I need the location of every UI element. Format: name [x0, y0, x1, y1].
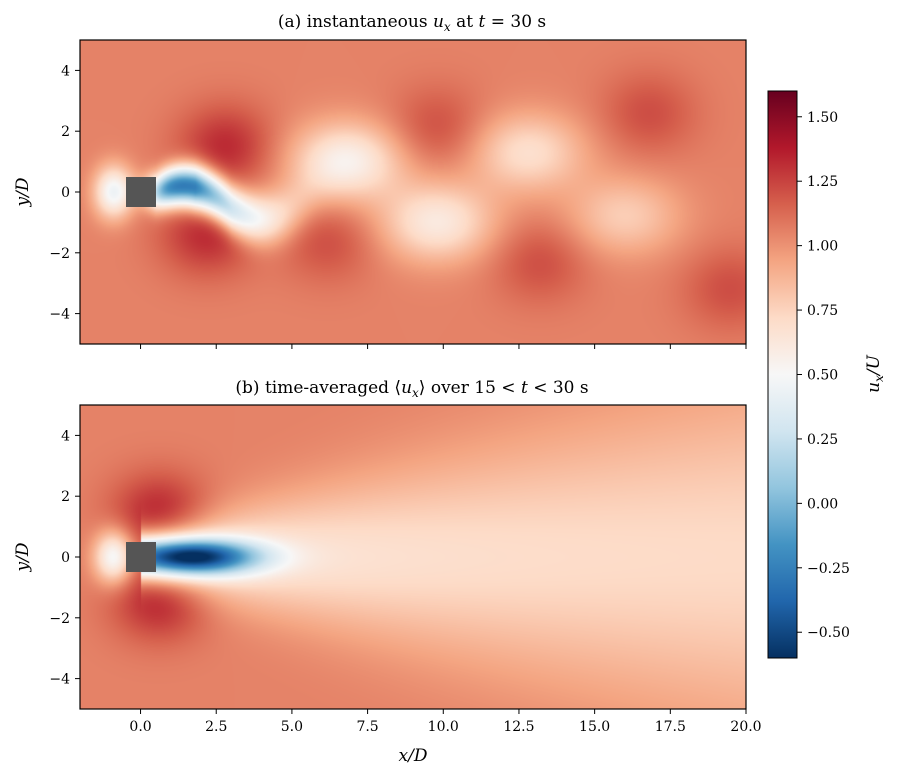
panel-b-xtick-label: 20.0 [730, 719, 761, 735]
panel-b-xtick-label: 17.5 [655, 719, 686, 735]
panel-a-ytick-label: 0 [61, 185, 70, 201]
panel-b-ytick-label: 4 [61, 428, 70, 444]
panel-a-y-axis: 4 2 0 −2 −4 [49, 63, 80, 323]
panel-a-ytick-label: −2 [49, 246, 70, 262]
panel-a-instantaneous: (a) instantaneous ux at t = 30 s 4 2 0 −2 −4… [13, 12, 747, 349]
panel-b-xtick-label: 2.5 [205, 719, 227, 735]
panel-b-xlabel: x/D [399, 746, 428, 766]
colorbar-ticks: 1.50 1.25 1.00 0.75 0.50 0.25 0.00 −0.25 −0.50 [797, 110, 850, 641]
panel-b-xtick-label: 5.0 [281, 719, 303, 735]
colorbar: 1.50 1.25 1.00 0.75 0.50 0.25 0.00 −0.25 −0.50 u… [767, 90, 886, 659]
panel-b-obstacle [126, 542, 156, 572]
panel-a-field-image [80, 40, 746, 344]
panel-a-title: (a) instantaneous ux at t = 30 s [278, 12, 546, 34]
colorbar-tick-label: −0.50 [807, 625, 850, 641]
colorbar-label: ux/U [864, 354, 886, 392]
colorbar-tick-label: 1.50 [807, 110, 838, 126]
panel-a-ylabel: y/D [13, 177, 33, 207]
panel-b-title: (b) time-averaged ⟨ux⟩ over 15 < t < 30 … [235, 378, 588, 400]
panel-b-ylabel: y/D [13, 542, 33, 572]
colorbar-tick-label: 0.50 [807, 368, 838, 384]
panel-a-obstacle [126, 177, 156, 207]
panel-b-ytick-label: −2 [49, 611, 70, 627]
colorbar-tick-label: 1.25 [807, 174, 838, 190]
panel-a-ytick-label: 2 [61, 124, 70, 140]
colorbar-tick-label: −0.25 [807, 561, 850, 577]
panel-b-xtick-label: 0.0 [129, 719, 151, 735]
colorbar-tick-label: 0.00 [807, 496, 838, 512]
panel-b-time-averaged: (b) time-averaged ⟨ux⟩ over 15 < t < 30 … [13, 378, 762, 766]
panel-b-ytick-label: 0 [61, 550, 70, 566]
panel-b-ytick-label: −4 [49, 672, 70, 688]
panel-b-field-image [80, 405, 746, 709]
colorbar-tick-label: 0.75 [807, 303, 838, 319]
panel-b-xtick-label: 15.0 [579, 719, 610, 735]
panel-b-xtick-label: 10.0 [428, 719, 459, 735]
colorbar-tick-label: 1.00 [807, 239, 838, 255]
panel-a-x-axis [140, 344, 747, 349]
panel-b-ytick-label: 2 [61, 489, 70, 505]
panel-b-xtick-label: 12.5 [503, 719, 534, 735]
colorbar-tick-label: 0.25 [807, 432, 838, 448]
panel-b-x-axis: 0.0 2.5 5.0 7.5 10.0 12.5 15.0 17.5 20.0 [129, 709, 762, 735]
panel-a-ytick-label: 4 [61, 63, 70, 79]
colorbar-gradient [768, 91, 797, 658]
panel-a-ytick-label: −4 [49, 307, 70, 323]
panel-b-y-axis: 4 2 0 −2 −4 [49, 428, 80, 688]
panel-b-xtick-label: 7.5 [356, 719, 378, 735]
